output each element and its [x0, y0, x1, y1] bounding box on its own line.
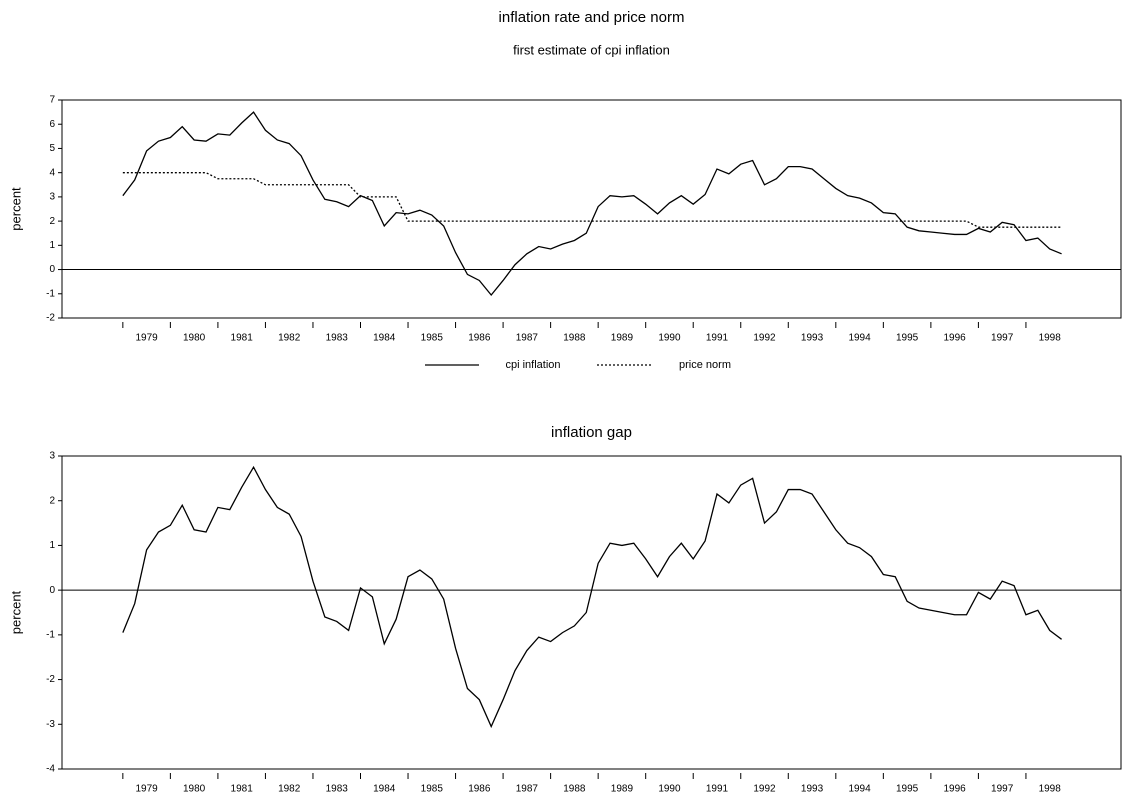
x-tick-label: 1994 [848, 784, 871, 795]
y-tick-label: -4 [46, 764, 55, 775]
y-tick-label: -1 [46, 288, 55, 299]
y-tick-label: 3 [49, 451, 55, 462]
x-tick-label: 1996 [944, 784, 967, 795]
x-tick-label: 1984 [373, 784, 396, 795]
plot-frame [61, 99, 1122, 319]
x-tick-label: 1980 [183, 784, 206, 795]
x-tick-label: 1994 [848, 333, 871, 344]
x-tick-label: 1990 [658, 784, 681, 795]
x-tick-label: 1995 [896, 333, 919, 344]
x-tick-label: 1983 [326, 784, 349, 795]
x-tick-label: 1992 [753, 333, 776, 344]
x-tick-label: 1987 [516, 784, 539, 795]
x-tick-label: 1993 [801, 784, 824, 795]
chart-subtitle: first estimate of cpi inflation [513, 42, 670, 57]
chart-title: inflation rate and price norm [499, 9, 685, 26]
y-axis-label: percent [8, 590, 23, 634]
x-tick-label: 1987 [516, 333, 539, 344]
x-tick-label: 1988 [563, 784, 586, 795]
x-tick-label: 1997 [991, 333, 1014, 344]
x-tick-label: 1991 [706, 784, 729, 795]
y-tick-label: 1 [49, 240, 55, 251]
y-tick-label: 1 [49, 540, 55, 551]
x-tick-label: 1985 [421, 333, 444, 344]
x-tick-label: 1996 [944, 333, 967, 344]
x-tick-label: 1983 [326, 333, 349, 344]
chart-title: inflation gap [551, 424, 632, 441]
y-tick-label: -3 [46, 719, 55, 730]
data-line [122, 172, 1062, 228]
plot-frame [61, 455, 1122, 770]
legend-label: cpi inflation [505, 359, 560, 371]
y-tick-label: 7 [49, 95, 55, 106]
x-tick-label: 1991 [706, 333, 729, 344]
x-tick-label: 1995 [896, 784, 919, 795]
x-tick-label: 1993 [801, 333, 824, 344]
x-tick-label: 1998 [1039, 333, 1062, 344]
y-tick-label: 6 [49, 119, 55, 130]
legend-label: price norm [679, 359, 731, 371]
x-tick-label: 1982 [278, 333, 301, 344]
x-tick-label: 1982 [278, 784, 301, 795]
data-line [122, 111, 1062, 297]
x-tick-label: 1998 [1039, 784, 1062, 795]
y-tick-label: 2 [49, 495, 55, 506]
x-tick-label: 1981 [231, 333, 254, 344]
data-line [122, 465, 1062, 729]
x-tick-label: 1989 [611, 784, 634, 795]
y-tick-label: -1 [46, 629, 55, 640]
x-tick-label: 1989 [611, 333, 634, 344]
x-tick-label: 1988 [563, 333, 586, 344]
x-tick-label: 1997 [991, 784, 1014, 795]
x-tick-label: 1992 [753, 784, 776, 795]
y-tick-label: 2 [49, 216, 55, 227]
y-tick-label: 5 [49, 143, 55, 154]
x-tick-label: 1985 [421, 784, 444, 795]
y-tick-label: -2 [46, 313, 55, 324]
y-tick-label: -2 [46, 674, 55, 685]
x-tick-label: 1981 [231, 784, 254, 795]
x-tick-label: 1979 [135, 333, 158, 344]
y-tick-label: 4 [49, 167, 55, 178]
y-tick-label: 3 [49, 192, 55, 203]
x-tick-label: 1979 [135, 784, 158, 795]
x-tick-label: 1980 [183, 333, 206, 344]
x-tick-label: 1986 [468, 784, 491, 795]
x-tick-label: 1990 [658, 333, 681, 344]
x-tick-label: 1986 [468, 333, 491, 344]
y-tick-label: 0 [49, 264, 55, 275]
y-tick-label: 0 [49, 585, 55, 596]
x-tick-label: 1984 [373, 333, 396, 344]
y-axis-label: percent [8, 187, 23, 231]
